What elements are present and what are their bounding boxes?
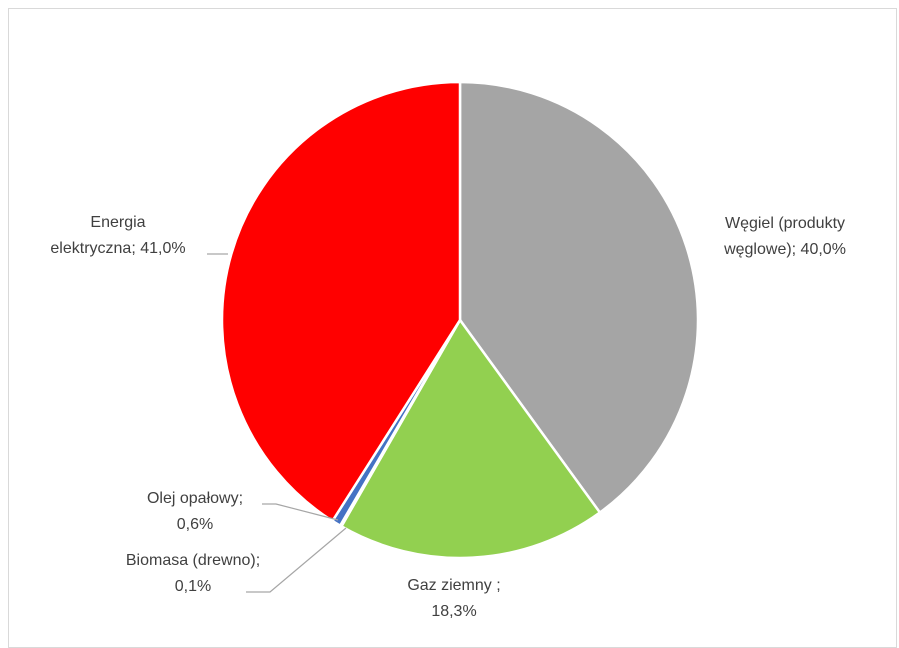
slice-label-line: 0,1%	[175, 578, 211, 595]
slice-label-line: Gaz ziemny ;	[407, 577, 500, 594]
slice-label-line: elektryczna; 41,0%	[50, 240, 185, 257]
slice-label-line: węglowe); 40,0%	[723, 241, 846, 258]
pie-slice-0	[458, 80, 700, 514]
slice-label-1: Gaz ziemny ; 18,3%	[407, 577, 500, 619]
slice-label-4: Energia elektryczna; 41,0%	[50, 214, 185, 257]
leader-line-2	[246, 527, 347, 593]
slice-label-3: Olej opałowy; 0,6%	[147, 490, 243, 533]
slice-label-0: Węgiel (produkty węglowe); 40,0%	[723, 215, 846, 258]
slice-labels: Węgiel (produkty węglowe); 40,0% Gaz ziemn…	[50, 214, 846, 619]
pie-slice-1	[340, 318, 602, 560]
leader-line-3	[262, 503, 339, 521]
slice-label-line: Energia	[90, 214, 145, 231]
slice-label-line: Węgiel (produkty	[725, 215, 845, 232]
slice-label-line: 18,3%	[431, 603, 476, 619]
slice-label-line: Biomasa (drewno);	[126, 552, 260, 569]
leader-lines	[207, 253, 347, 593]
slice-label-2: Biomasa (drewno); 0,1%	[126, 552, 260, 595]
slice-label-line: 0,6%	[177, 516, 213, 533]
pie-slice-4	[220, 80, 462, 523]
pie-slices	[220, 80, 700, 560]
pie-chart: Węgiel (produkty węglowe); 40,0% Gaz ziemn…	[50, 80, 846, 619]
slice-label-line: Olej opałowy;	[147, 490, 243, 507]
